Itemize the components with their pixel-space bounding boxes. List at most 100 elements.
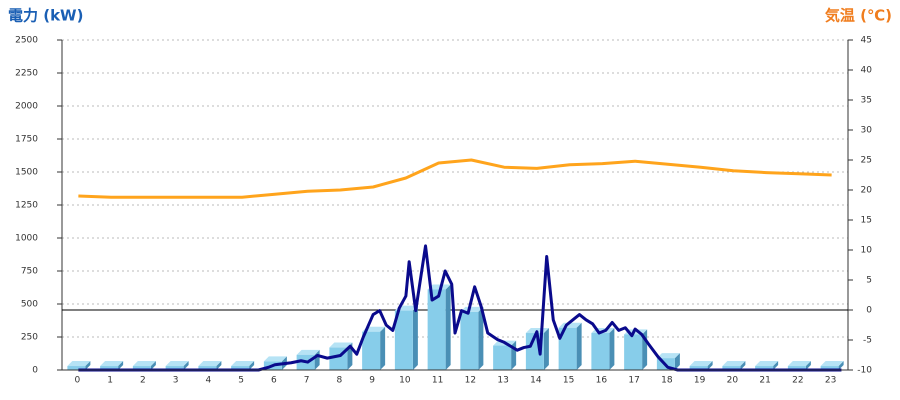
bar-face xyxy=(296,349,320,355)
bar-face xyxy=(511,340,517,370)
bar xyxy=(722,361,746,370)
y-tick-label: 2250 xyxy=(15,69,38,79)
y2-tick-label: 25 xyxy=(861,156,872,166)
bar-face xyxy=(722,361,746,367)
y-tick-label: 2000 xyxy=(15,102,38,112)
x-tick-label: 20 xyxy=(727,376,739,386)
bar-face xyxy=(67,366,86,370)
bar-face xyxy=(216,361,222,370)
bar-face xyxy=(100,361,124,367)
bar-face xyxy=(820,366,839,370)
bar-face xyxy=(493,345,512,370)
y-tick-label: 0 xyxy=(32,366,38,376)
bar-face xyxy=(773,361,779,370)
bar-face xyxy=(609,328,615,370)
x-tick-label: 14 xyxy=(530,376,542,386)
bar-face xyxy=(674,353,680,370)
bar-face xyxy=(198,366,217,370)
x-tick-label: 4 xyxy=(206,376,212,386)
bar xyxy=(820,361,844,370)
bar-face xyxy=(460,306,484,312)
bar-face xyxy=(380,326,386,370)
y2-tick-label: 10 xyxy=(861,246,873,256)
bar-face xyxy=(362,331,381,370)
y2-tick-label: 20 xyxy=(861,186,873,196)
bar xyxy=(132,361,156,370)
bar-face xyxy=(263,356,287,362)
bar-face xyxy=(85,361,91,370)
y2-tick-label: 0 xyxy=(866,306,872,316)
bar-face xyxy=(249,361,255,370)
x-tick-label: 15 xyxy=(563,376,574,386)
y-tick-label: 1250 xyxy=(15,201,38,211)
bar xyxy=(558,322,582,370)
x-tick-label: 9 xyxy=(369,376,375,386)
x-tick-label: 16 xyxy=(596,376,608,386)
bar xyxy=(427,284,451,370)
y2-tick-label: -10 xyxy=(857,366,872,376)
bar-face xyxy=(787,366,806,370)
x-tick-label: 3 xyxy=(173,376,179,386)
x-tick-label: 13 xyxy=(497,376,508,386)
y2-tick-label: 30 xyxy=(861,126,873,136)
y2-tick-label: -5 xyxy=(863,336,872,346)
bar-face xyxy=(591,333,610,370)
bar-face xyxy=(412,305,418,370)
bar-face xyxy=(755,361,779,367)
line-series xyxy=(78,244,842,372)
y-tick-label: 2500 xyxy=(15,36,38,46)
bar-face xyxy=(427,284,451,290)
bar-face xyxy=(689,366,708,370)
y2-tick-label: 5 xyxy=(866,276,872,286)
bar-face xyxy=(722,366,741,370)
y2-tick-label: 40 xyxy=(861,66,873,76)
x-tick-label: 21 xyxy=(759,376,770,386)
x-tick-label: 5 xyxy=(238,376,244,386)
right-axis-title: 気温 (℃) xyxy=(825,7,892,25)
y-tick-label: 250 xyxy=(21,333,38,343)
x-tick-label: 19 xyxy=(694,376,706,386)
y-tick-label: 1750 xyxy=(15,135,38,145)
bar-face xyxy=(100,366,119,370)
bar xyxy=(165,361,189,370)
bar xyxy=(67,361,91,370)
x-tick-label: 2 xyxy=(140,376,146,386)
x-tick-label: 10 xyxy=(399,376,411,386)
bar-face xyxy=(183,361,189,370)
bar xyxy=(394,305,418,370)
bar-face xyxy=(150,361,156,370)
bar xyxy=(100,361,124,370)
bar xyxy=(755,361,779,370)
bar-face xyxy=(820,361,844,367)
bar-face xyxy=(543,328,549,370)
bar xyxy=(689,361,713,370)
y2-tick-label: 15 xyxy=(861,216,872,226)
y-tick-label: 1000 xyxy=(15,234,38,244)
bar-face xyxy=(805,361,811,370)
bar-face xyxy=(118,361,124,370)
bar xyxy=(493,340,517,370)
x-tick-label: 18 xyxy=(661,376,673,386)
bar-face xyxy=(478,306,484,370)
bar-face xyxy=(132,366,151,370)
y-tick-label: 500 xyxy=(21,300,38,310)
x-tick-label: 7 xyxy=(304,376,310,386)
x-tick-label: 17 xyxy=(628,376,639,386)
y-tick-label: 750 xyxy=(21,267,38,277)
bar-face xyxy=(394,310,413,370)
bar-face xyxy=(460,311,479,370)
line-series xyxy=(78,158,832,199)
x-tick-label: 12 xyxy=(465,376,476,386)
bar-face xyxy=(198,361,222,367)
bar-face xyxy=(755,366,774,370)
bar-face xyxy=(231,366,250,370)
bar-face xyxy=(707,361,713,370)
bar xyxy=(362,326,386,370)
bar-face xyxy=(787,361,811,367)
x-tick-label: 11 xyxy=(432,376,443,386)
bar-face xyxy=(445,284,451,370)
x-tick-label: 6 xyxy=(271,376,277,386)
bar-face xyxy=(838,361,844,370)
x-tick-label: 1 xyxy=(107,376,113,386)
